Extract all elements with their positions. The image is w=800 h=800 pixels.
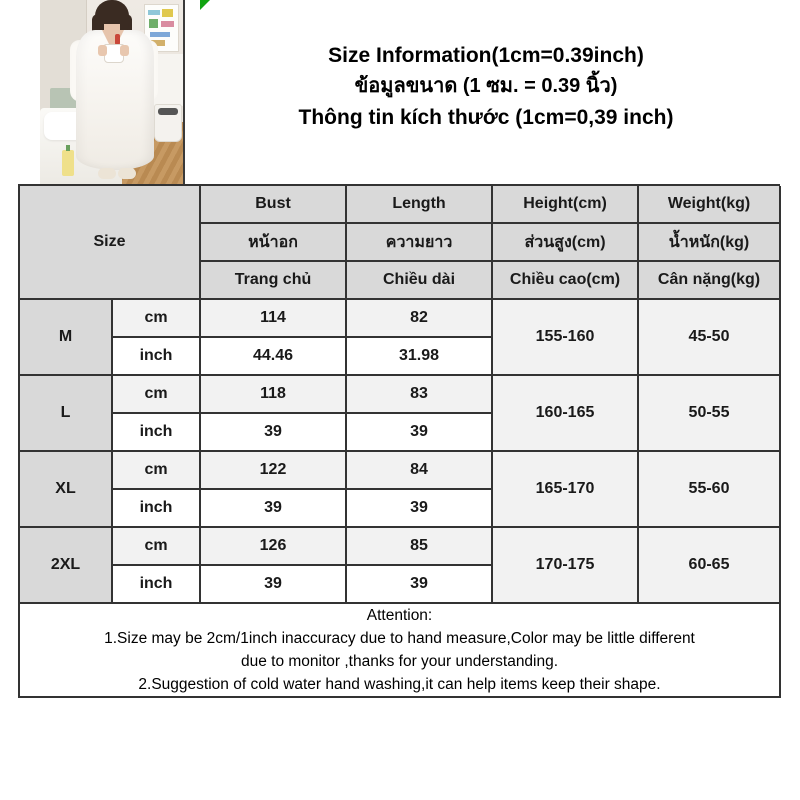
- bust-inch-l: 39: [200, 413, 348, 452]
- bust-inch-xl: 39: [200, 489, 348, 528]
- title-vietnamese: Thông tin kích thước (1cm=0,39 inch): [298, 106, 674, 129]
- table-row: inch 39 39: [20, 489, 780, 528]
- header-height-th: ส่วนสูง(cm): [492, 223, 640, 262]
- bust-cm-2xl: 126: [200, 527, 348, 566]
- height-range-xl: 165-170: [492, 451, 640, 528]
- header-length-en: Length: [346, 186, 494, 224]
- length-inch-m: 31.98: [346, 337, 494, 376]
- attention-line-2: due to monitor ,thanks for your understa…: [240, 653, 559, 670]
- weight-range-l: 50-55: [638, 375, 782, 452]
- unit-inch-xl: inch: [112, 489, 202, 528]
- green-corner-marker-icon: [200, 0, 210, 10]
- size-header-cell: Size: [20, 186, 202, 300]
- header-weight-th: น้ำหนัก(kg): [638, 223, 782, 262]
- length-cm-l: 83: [346, 375, 494, 414]
- table-row: 2XL cm 126 85 170-175 60-65: [20, 527, 782, 604]
- header-length-vi: Chiều dài: [346, 261, 494, 300]
- table-row: inch 39 39: [20, 413, 780, 452]
- table-row: M cm 114 82 155-160 45-50: [20, 299, 782, 376]
- unit-cm-2xl: cm: [112, 527, 202, 566]
- attention-heading: Attention:: [366, 607, 433, 624]
- photo-slipper-right: [118, 168, 136, 179]
- length-inch-xl: 39: [346, 489, 494, 528]
- product-photo: [40, 0, 183, 184]
- photo-bottle: [62, 145, 74, 176]
- title-thai: ข้อมูลขนาด (1 ซม. = 0.39 นิ้ว): [354, 75, 618, 97]
- header-weight-en: Weight(kg): [638, 186, 782, 224]
- header-bust-th: หน้าอก: [200, 223, 348, 262]
- header-bust-en: Bust: [200, 186, 348, 224]
- attention-row: Attention: 1.Size may be 2cm/1inch inacc…: [20, 603, 782, 698]
- bust-inch-m: 44.46: [200, 337, 348, 376]
- weight-range-m: 45-50: [638, 299, 782, 376]
- length-cm-m: 82: [346, 299, 494, 338]
- size-label-m: M: [20, 299, 113, 376]
- header-band: Size Information(1cm=0.39inch) ข้อมูลขนา…: [0, 0, 800, 185]
- table-row: L cm 118 83 160-165 50-55: [20, 375, 782, 452]
- photo-model-hand-left: [98, 45, 107, 56]
- weight-range-2xl: 60-65: [638, 527, 782, 604]
- header-height-en: Height(cm): [492, 186, 640, 224]
- table-row: inch 44.46 31.98: [20, 337, 780, 376]
- bust-inch-2xl: 39: [200, 565, 348, 604]
- title-english: Size Information(1cm=0.39inch): [328, 44, 644, 67]
- length-cm-xl: 84: [346, 451, 494, 490]
- height-range-m: 155-160: [492, 299, 640, 376]
- size-table-sheet: Size Bust Length Height(cm) Weight(kg) ห…: [18, 184, 782, 698]
- header-height-vi: Chiều cao(cm): [492, 261, 640, 300]
- product-photo-frame: [18, 0, 185, 184]
- bust-cm-m: 114: [200, 299, 348, 338]
- table-header-row-vi: Trang chủ Chiều dài Chiều cao(cm) Cân nặ…: [20, 261, 782, 300]
- size-label-2xl: 2XL: [20, 527, 113, 604]
- length-inch-2xl: 39: [346, 565, 494, 604]
- unit-cm-xl: cm: [112, 451, 202, 490]
- photo-trash-bin: [154, 104, 182, 142]
- height-range-2xl: 170-175: [492, 527, 640, 604]
- title-block: Size Information(1cm=0.39inch) ข้อมูลขนา…: [190, 0, 782, 184]
- bust-cm-xl: 122: [200, 451, 348, 490]
- unit-inch-l: inch: [112, 413, 202, 452]
- unit-cm-l: cm: [112, 375, 202, 414]
- size-label-l: L: [20, 375, 113, 452]
- header-weight-vi: Cân nặng(kg): [638, 261, 782, 300]
- attention-note: Attention: 1.Size may be 2cm/1inch inacc…: [20, 603, 782, 698]
- header-bust-vi: Trang chủ: [200, 261, 348, 300]
- length-cm-2xl: 85: [346, 527, 494, 566]
- length-inch-l: 39: [346, 413, 494, 452]
- unit-inch-m: inch: [112, 337, 202, 376]
- attention-line-3: 2.Suggestion of cold water hand washing,…: [138, 676, 661, 693]
- photo-model-hand-right: [120, 45, 129, 56]
- size-table: Size Bust Length Height(cm) Weight(kg) ห…: [20, 186, 782, 698]
- table-row: XL cm 122 84 165-170 55-60: [20, 451, 782, 528]
- bust-cm-l: 118: [200, 375, 348, 414]
- table-header-row-th: หน้าอก ความยาว ส่วนสูง(cm) น้ำหนัก(kg): [20, 223, 782, 262]
- height-range-l: 160-165: [492, 375, 640, 452]
- table-row: inch 39 39: [20, 565, 780, 604]
- table-header-row-en: Size Bust Length Height(cm) Weight(kg): [20, 186, 782, 300]
- attention-line-1: 1.Size may be 2cm/1inch inaccuracy due t…: [104, 630, 695, 647]
- size-label-xl: XL: [20, 451, 113, 528]
- unit-inch-2xl: inch: [112, 565, 202, 604]
- weight-range-xl: 55-60: [638, 451, 782, 528]
- unit-cm-m: cm: [112, 299, 202, 338]
- photo-slipper-left: [98, 168, 116, 179]
- photo-red-accent: [115, 34, 120, 45]
- header-length-th: ความยาว: [346, 223, 494, 262]
